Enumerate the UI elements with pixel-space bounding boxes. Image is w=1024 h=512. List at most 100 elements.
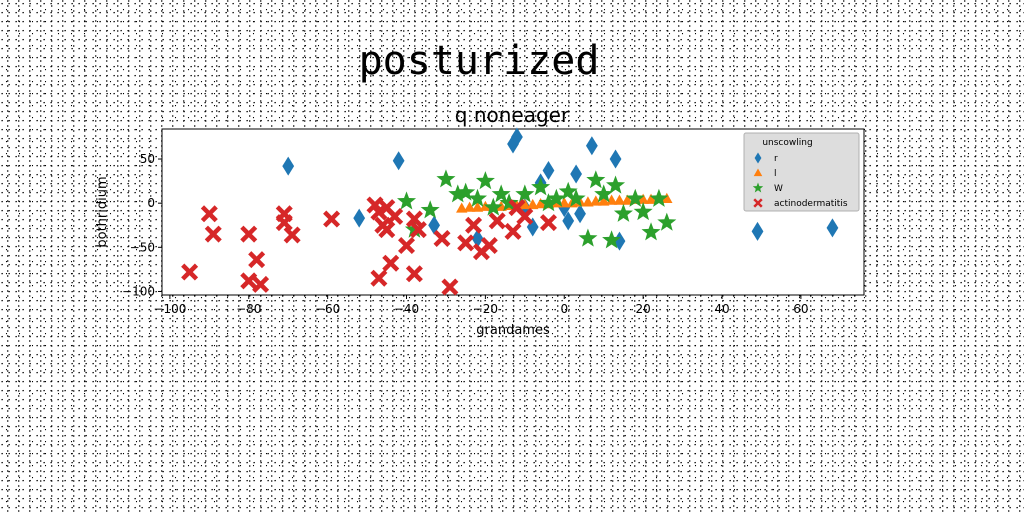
- data-point: [558, 181, 578, 200]
- data-point: [491, 184, 511, 203]
- data-point: [475, 171, 495, 190]
- x-tick-label: −100: [153, 302, 186, 316]
- data-point: [641, 222, 661, 241]
- data-point: [392, 151, 405, 171]
- data-point: [370, 269, 388, 287]
- data-point: [585, 136, 598, 156]
- data-point: [420, 200, 440, 219]
- data-point: [463, 201, 476, 212]
- data-point: [649, 188, 669, 207]
- data-point: [323, 210, 341, 228]
- data-point: [240, 272, 258, 290]
- data-point: [456, 182, 476, 201]
- data-point: [405, 210, 423, 228]
- data-point: [252, 275, 270, 293]
- x-tick-label: −20: [473, 302, 498, 316]
- y-axis-label: bothridium: [95, 176, 110, 247]
- legend-label-actinodermatitis: actinodermatitis: [774, 199, 848, 209]
- data-point: [441, 278, 459, 296]
- data-point: [515, 184, 535, 203]
- chart-title: q noneager: [455, 103, 570, 127]
- x-axis-label: grandames: [476, 323, 550, 338]
- data-point: [204, 225, 222, 243]
- data-point: [504, 222, 522, 240]
- data-point: [546, 188, 566, 207]
- data-points: [181, 127, 839, 296]
- data-point: [606, 175, 626, 194]
- data-point: [353, 208, 366, 228]
- data-point: [538, 193, 558, 212]
- data-point: [181, 263, 199, 281]
- data-point: [605, 194, 618, 205]
- data-point: [531, 177, 551, 196]
- data-point: [457, 234, 475, 252]
- data-point: [534, 198, 547, 209]
- data-point: [582, 196, 594, 207]
- data-point: [826, 218, 839, 238]
- data-point: [637, 193, 649, 204]
- legend-box: [743, 132, 860, 212]
- data-point: [283, 226, 301, 244]
- data-point: [578, 228, 598, 247]
- data-point: [570, 164, 582, 184]
- data-point: [433, 229, 451, 247]
- data-point: [240, 225, 258, 243]
- data-point: [516, 207, 534, 225]
- data-point: [471, 201, 484, 212]
- data-point: [479, 200, 492, 211]
- legend-marker-r: [754, 152, 762, 164]
- x-tick-label: 60: [793, 302, 808, 316]
- data-point: [428, 215, 441, 235]
- data-point: [456, 202, 468, 213]
- data-point: [483, 197, 503, 216]
- data-point: [370, 203, 388, 221]
- data-point: [448, 184, 468, 203]
- series-W: [397, 169, 677, 249]
- data-point: [471, 228, 484, 248]
- legend-label-W: W: [774, 184, 783, 194]
- data-point: [248, 251, 266, 269]
- legend-label-l: l: [774, 169, 777, 179]
- legend-marker-actinodermatitis: [753, 198, 763, 208]
- data-point: [574, 204, 586, 224]
- x-tick-label: −40: [394, 302, 419, 316]
- data-point: [436, 169, 456, 188]
- data-point: [562, 211, 575, 231]
- data-point: [488, 212, 506, 230]
- data-point: [200, 205, 218, 223]
- data-point: [657, 212, 677, 231]
- legend-marker-W: [752, 182, 764, 193]
- data-point: [621, 194, 634, 205]
- data-point: [590, 195, 602, 206]
- figure-suptitle: posturized: [359, 38, 600, 84]
- y-axis-ticks: −100 −50 0 50: [122, 152, 162, 298]
- data-point: [625, 188, 645, 207]
- y-tick-label: −50: [130, 240, 155, 254]
- data-point: [405, 265, 423, 283]
- data-point: [480, 237, 498, 255]
- data-point: [275, 214, 293, 232]
- data-point: [542, 161, 555, 180]
- x-tick-label: 40: [714, 302, 729, 316]
- data-point: [511, 127, 523, 147]
- data-point: [566, 188, 586, 207]
- data-point: [378, 221, 396, 239]
- data-point: [397, 191, 417, 210]
- data-point: [527, 198, 539, 210]
- series-actinodermatitis: [181, 196, 557, 296]
- data-point: [409, 221, 427, 239]
- data-point: [465, 216, 483, 234]
- legend-marker-l: [753, 168, 763, 177]
- y-tick-label: −100: [122, 284, 155, 298]
- data-point: [519, 198, 531, 210]
- data-point: [645, 193, 657, 204]
- legend-label-r: r: [774, 154, 778, 164]
- legend-title: unscowling: [762, 138, 812, 148]
- series-r: [282, 127, 839, 251]
- data-point: [386, 207, 404, 225]
- data-point: [398, 237, 416, 255]
- data-point: [586, 170, 606, 189]
- data-point: [661, 192, 673, 203]
